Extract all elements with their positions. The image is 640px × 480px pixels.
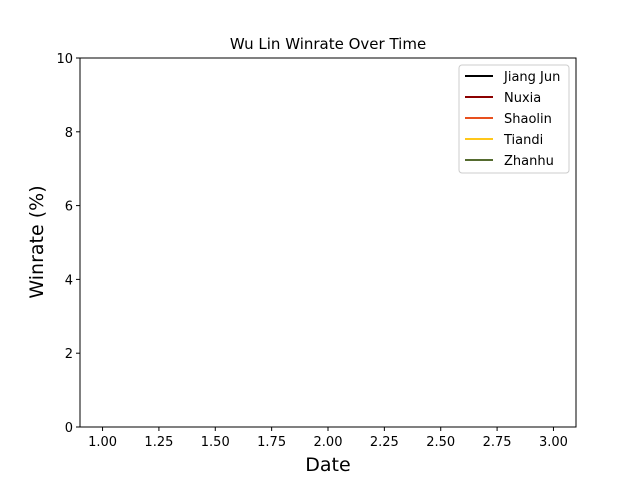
x-tick-label: 2.25 xyxy=(370,435,399,450)
x-tick-label: 1.75 xyxy=(257,435,286,450)
y-axis: 0 2 4 6 8 10 xyxy=(56,52,80,436)
legend-label: Zhanhu xyxy=(504,154,554,169)
legend-label: Nuxia xyxy=(504,91,541,106)
x-tick-label: 2.50 xyxy=(426,435,455,450)
y-tick-label: 0 xyxy=(65,421,73,436)
x-tick-label: 3.00 xyxy=(539,435,568,450)
legend-label: Jiang Jun xyxy=(503,70,560,85)
x-tick-label: 1.00 xyxy=(88,435,117,450)
legend: Jiang Jun Nuxia Shaolin Tiandi Zhanhu xyxy=(458,64,570,174)
y-axis-title: Winrate (%) xyxy=(26,185,48,298)
x-axis-title: Date xyxy=(305,454,350,476)
x-tick-label: 2.75 xyxy=(483,435,512,450)
legend-label: Shaolin xyxy=(504,112,552,127)
y-tick-label: 10 xyxy=(56,52,73,67)
legend-label: Tiandi xyxy=(503,133,543,148)
y-tick-label: 8 xyxy=(65,126,73,141)
x-tick-label: 2.00 xyxy=(314,435,343,450)
y-tick-label: 6 xyxy=(65,200,73,215)
x-tick-label: 1.25 xyxy=(144,435,173,450)
x-tick-label: 1.50 xyxy=(201,435,230,450)
y-tick-label: 4 xyxy=(65,273,73,288)
y-tick-label: 2 xyxy=(65,347,73,362)
chart-title: Wu Lin Winrate Over Time xyxy=(230,35,426,53)
x-axis: 1.00 1.25 1.50 1.75 2.00 2.25 2.50 2.75 3.00 xyxy=(88,427,568,450)
legend-frame xyxy=(458,64,570,174)
